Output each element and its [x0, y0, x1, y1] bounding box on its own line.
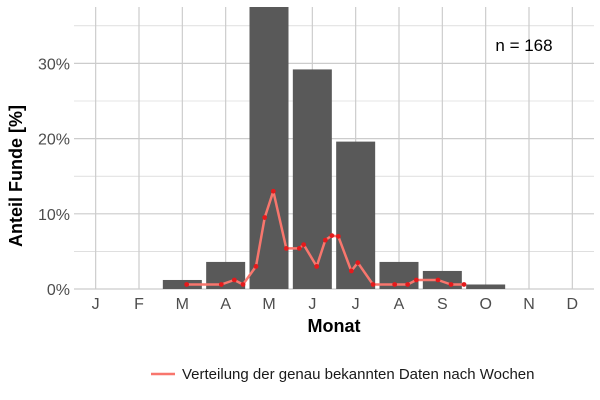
x-tick-label: D	[567, 296, 579, 313]
series-point	[240, 282, 246, 287]
x-tick-label: M	[176, 296, 189, 313]
series-point	[322, 237, 328, 243]
legend-label: Verteilung der genau bekannten Daten nac…	[182, 366, 535, 383]
x-tick-label: J	[92, 296, 100, 313]
x-axis-title: Monat	[308, 316, 361, 336]
series-point	[413, 277, 419, 283]
series-point	[335, 233, 341, 239]
bar-J	[292, 69, 332, 289]
series-point	[283, 245, 289, 251]
bar-M	[249, 7, 289, 289]
series-point	[253, 264, 259, 269]
y-axis-title: Anteil Funde [%]	[6, 105, 26, 247]
x-tick-label: A	[220, 296, 231, 313]
y-tick-label: 0%	[47, 282, 70, 299]
series-point	[301, 242, 307, 248]
series-point	[355, 260, 361, 266]
series-point	[218, 282, 224, 287]
x-tick-label: O	[479, 296, 491, 313]
series-point	[348, 268, 354, 274]
bars	[162, 7, 506, 289]
series-point	[448, 282, 454, 287]
x-tick-label: F	[134, 296, 144, 313]
series-point	[461, 282, 467, 287]
series-point	[270, 188, 276, 194]
sample-size-annotation: n = 168	[495, 36, 552, 55]
y-tick-label: 20%	[38, 132, 70, 149]
series-point	[184, 282, 190, 287]
series-point	[296, 245, 302, 251]
series-point	[370, 282, 376, 287]
x-tick-label: N	[523, 296, 535, 313]
x-tick-label: J	[308, 296, 316, 313]
series-point	[329, 233, 335, 239]
y-tick-label: 30%	[38, 56, 70, 73]
series-point	[392, 282, 398, 287]
series-point	[262, 215, 268, 220]
legend: Verteilung der genau bekannten Daten nac…	[151, 366, 535, 383]
series-point	[435, 277, 441, 283]
series-point	[314, 264, 320, 269]
series-point	[405, 282, 411, 287]
x-tick-label: J	[352, 296, 360, 313]
x-tick-label: M	[262, 296, 275, 313]
x-tick-label: A	[394, 296, 405, 313]
y-tick-labels: 0% 10% 20% 30%	[38, 56, 70, 299]
x-tick-label: S	[437, 296, 448, 313]
y-tick-label: 10%	[38, 207, 70, 224]
weekly-distribution-points	[184, 188, 467, 287]
bar-M	[162, 279, 202, 289]
series-point	[231, 277, 237, 283]
bar-O	[466, 284, 506, 289]
